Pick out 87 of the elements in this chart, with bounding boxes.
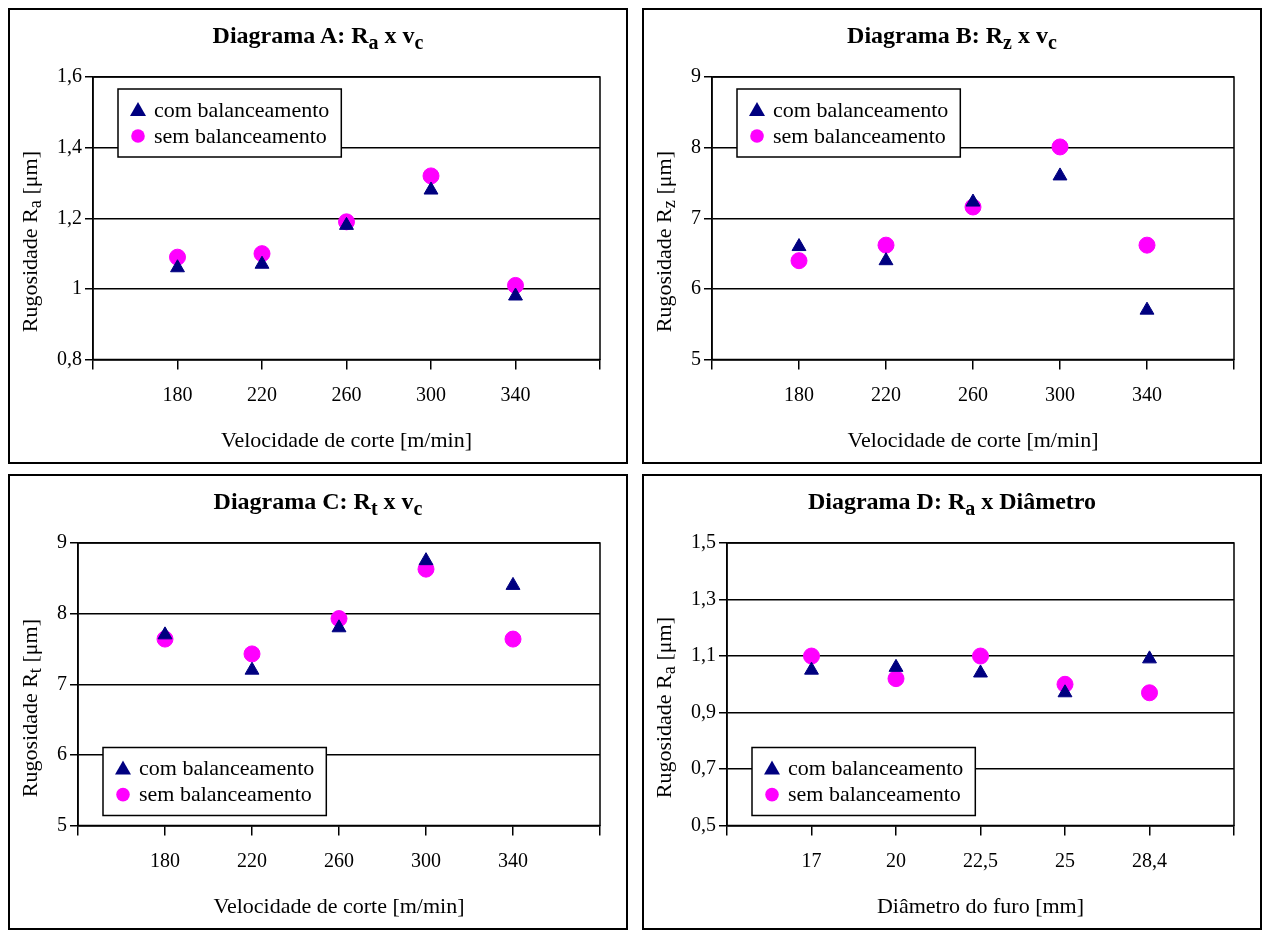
- point: [878, 252, 894, 266]
- x-tick-label: 180: [784, 382, 814, 405]
- point: [254, 255, 270, 269]
- point: [887, 670, 905, 688]
- legend-label: com balanceamento: [788, 755, 964, 781]
- point: [1141, 684, 1158, 702]
- point: [877, 236, 895, 254]
- x-tick-label: 340: [498, 848, 528, 871]
- point: [423, 181, 439, 195]
- point: [331, 619, 347, 633]
- y-tick-label: 0,5: [691, 812, 716, 835]
- x-tick-label: 300: [1045, 382, 1075, 405]
- x-axis-title: Velocidade de corte [m/min]: [847, 426, 1099, 452]
- y-tick-label: 0,8: [57, 346, 82, 369]
- point: [508, 287, 523, 301]
- x-axis-title: Velocidade de corte [m/min]: [213, 892, 465, 918]
- x-tick-label: 28,4: [1132, 848, 1167, 871]
- x-tick-label: 180: [162, 382, 193, 405]
- y-tick-label: 0,7: [691, 756, 716, 779]
- x-tick-label: 180: [150, 848, 180, 871]
- x-tick-label: 220: [871, 382, 901, 405]
- chart-title: Diagrama A: R$_{a}$ x v$_{c}$: [211, 22, 425, 55]
- x-tick-label: 220: [237, 848, 267, 871]
- y-tick-label: 8: [691, 134, 701, 157]
- point: [973, 664, 988, 678]
- point: [1051, 138, 1069, 156]
- x-tick-label: 340: [1132, 382, 1162, 405]
- point: [791, 238, 807, 252]
- point: [1057, 684, 1073, 698]
- point: [1139, 301, 1155, 315]
- point: [243, 645, 261, 663]
- legend-label: com balanceamento: [139, 755, 315, 781]
- x-tick-label: 300: [416, 382, 446, 405]
- point: [803, 647, 820, 665]
- point: [422, 167, 440, 185]
- point: [170, 259, 185, 273]
- y-tick-label: 8: [57, 600, 67, 623]
- point: [888, 658, 904, 672]
- x-tick-label: 20: [886, 848, 906, 871]
- y-tick-label: 6: [57, 742, 67, 765]
- y-tick-label: 1,4: [57, 134, 82, 157]
- x-tick-label: 260: [958, 382, 988, 405]
- point: [1138, 236, 1156, 254]
- y-tick-label: 0,9: [691, 699, 716, 722]
- y-tick-label: 1,2: [57, 205, 82, 228]
- legend-label: com balanceamento: [154, 96, 330, 122]
- y-tick-label: 5: [691, 346, 701, 369]
- y-tick-label: 9: [691, 64, 701, 87]
- chart-title: Diagrama C: R$_{t}$ x v$_{c}$: [212, 488, 424, 521]
- y-tick-label: 1,5: [691, 530, 716, 553]
- x-tick-label: 22,5: [963, 848, 998, 871]
- y-tick-label: 7: [691, 205, 701, 228]
- y-tick-label: 1,1: [691, 643, 716, 666]
- point: [157, 626, 173, 640]
- point: [244, 661, 260, 675]
- x-tick-label: 220: [247, 382, 277, 405]
- y-tick-label: 9: [57, 530, 67, 553]
- point: [505, 576, 521, 590]
- point: [965, 193, 981, 207]
- point: [972, 647, 989, 665]
- chart-title: Diagrama D: R$_{a}$ x Diâmetro: [806, 488, 1098, 521]
- x-axis-title: Diâmetro do furo [mm]: [876, 892, 1085, 918]
- y-tick-label: 1,3: [691, 586, 716, 609]
- legend-label: sem balanceamento: [788, 781, 961, 807]
- point: [504, 630, 522, 648]
- x-tick-label: 340: [500, 382, 531, 405]
- y-tick-label: 1,6: [57, 64, 82, 87]
- point: [790, 252, 808, 270]
- legend-label: sem balanceamento: [139, 781, 312, 807]
- y-tick-label: 1: [72, 276, 82, 299]
- chart-title: Diagrama B: R$_{z}$ x v$_{c}$: [846, 22, 1058, 55]
- y-tick-label: 5: [57, 812, 67, 835]
- y-tick-label: 6: [691, 276, 701, 299]
- x-axis-title: Velocidade de corte [m/min]: [220, 426, 473, 452]
- x-tick-label: 260: [324, 848, 354, 871]
- legend-label: sem balanceamento: [773, 122, 946, 148]
- point: [1142, 650, 1157, 664]
- x-tick-label: 17: [801, 848, 822, 871]
- x-tick-label: 300: [411, 848, 441, 871]
- point: [804, 661, 819, 675]
- legend-label: sem balanceamento: [154, 122, 327, 148]
- x-tick-label: 25: [1055, 848, 1075, 871]
- y-tick-label: 7: [57, 671, 67, 694]
- point: [1052, 167, 1068, 181]
- legend-label: com balanceamento: [773, 96, 949, 122]
- x-tick-label: 260: [331, 382, 362, 405]
- point: [418, 552, 434, 566]
